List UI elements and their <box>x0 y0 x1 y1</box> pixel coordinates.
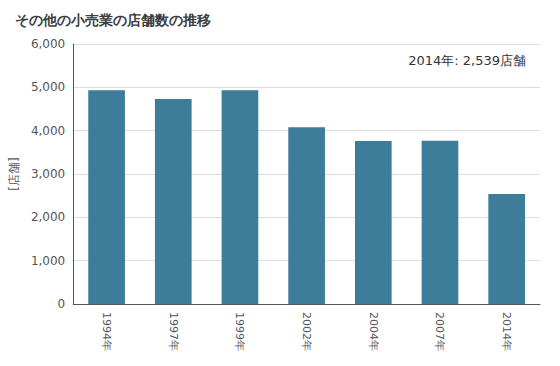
svg-text:2002年: 2002年 <box>300 312 313 351</box>
svg-text:[店舗]: [店舗] <box>7 157 21 190</box>
svg-text:2004年: 2004年 <box>367 312 380 351</box>
svg-text:3,000: 3,000 <box>31 167 65 181</box>
svg-text:1,000: 1,000 <box>31 254 65 268</box>
svg-text:1994年: 1994年 <box>100 312 113 351</box>
svg-text:4,000: 4,000 <box>31 124 65 138</box>
svg-text:2014年: 2,539店舗: 2014年: 2,539店舗 <box>408 53 526 68</box>
svg-text:その他の小売業の店舗数の推移: その他の小売業の店舗数の推移 <box>15 12 211 28</box>
svg-text:0: 0 <box>58 297 66 311</box>
svg-text:2007年: 2007年 <box>433 312 446 351</box>
svg-text:1999年: 1999年 <box>233 312 246 351</box>
svg-text:5,000: 5,000 <box>31 80 65 94</box>
svg-text:6,000: 6,000 <box>31 37 65 51</box>
svg-text:1997年: 1997年 <box>167 312 180 351</box>
svg-text:2014年: 2014年 <box>500 312 513 351</box>
svg-text:2,000: 2,000 <box>31 210 65 224</box>
